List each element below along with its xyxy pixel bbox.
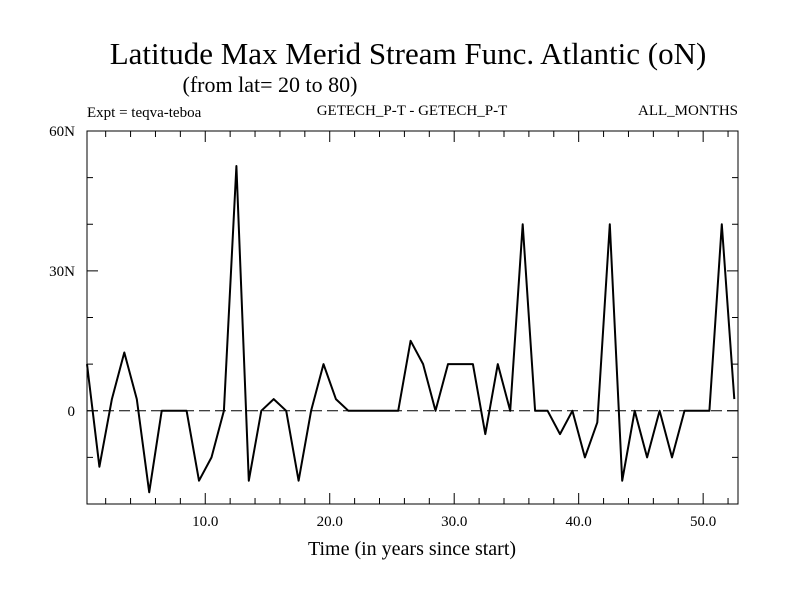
axis-tick-labels: 10.0 20.0 30.0 40.0 50.0 0 30N 60N: [49, 124, 716, 530]
data-point: [571, 410, 573, 412]
data-point: [323, 363, 325, 365]
data-point: [646, 456, 648, 458]
data-point: [509, 410, 511, 412]
plot-frame: [86, 130, 739, 505]
data-point: [547, 410, 549, 412]
data-point: [372, 410, 374, 412]
data-point: [559, 433, 561, 435]
data-point: [596, 421, 598, 423]
data-points: [86, 165, 735, 493]
data-point: [484, 433, 486, 435]
chart-title: Latitude Max Merid Stream Func. Atlantic…: [110, 36, 707, 71]
y-tick-label: 60N: [49, 124, 75, 140]
axis-ticks: [87, 130, 738, 504]
data-point: [248, 480, 250, 482]
data-point: [671, 456, 673, 458]
data-point: [708, 410, 710, 412]
data-point: [310, 410, 312, 412]
chart-subtitle: (from lat= 20 to 80): [183, 72, 358, 97]
x-tick-label: 30.0: [441, 514, 467, 530]
data-point: [696, 410, 698, 412]
data-point: [273, 398, 275, 400]
y-tick-label: 30N: [49, 264, 75, 280]
data-point: [98, 466, 100, 468]
data-point: [347, 410, 349, 412]
data-point: [285, 410, 287, 412]
y-tick-label: 0: [68, 404, 76, 420]
data-point: [733, 398, 735, 400]
data-point: [210, 456, 212, 458]
data-point: [472, 363, 474, 365]
data-point: [335, 398, 337, 400]
data-point: [136, 398, 138, 400]
data-point: [497, 363, 499, 365]
x-tick-label: 20.0: [317, 514, 343, 530]
data-point: [634, 410, 636, 412]
data-point: [123, 351, 125, 353]
data-point: [298, 480, 300, 482]
data-point: [683, 410, 685, 412]
data-point: [621, 480, 623, 482]
x-tick-label: 40.0: [566, 514, 592, 530]
data-point: [86, 363, 88, 365]
data-point: [173, 410, 175, 412]
expt-label: Expt = teqva-teboa: [87, 105, 202, 121]
data-point: [721, 223, 723, 225]
data-point: [522, 223, 524, 225]
x-axis-label: Time (in years since start): [308, 538, 516, 560]
data-point: [422, 363, 424, 365]
x-tick-label: 50.0: [690, 514, 716, 530]
data-point: [148, 491, 150, 493]
period-label: ALL_MONTHS: [638, 103, 738, 119]
comparison-label: GETECH_P-T - GETECH_P-T: [317, 103, 508, 119]
data-point: [260, 410, 262, 412]
data-point: [459, 363, 461, 365]
series-line: [86, 165, 736, 494]
data-point: [235, 165, 237, 167]
data-point: [198, 480, 200, 482]
data-point: [435, 410, 437, 412]
data-point: [659, 410, 661, 412]
data-point: [111, 398, 113, 400]
data-point: [584, 456, 586, 458]
data-point: [385, 410, 387, 412]
data-point: [161, 410, 163, 412]
data-point: [447, 363, 449, 365]
data-point: [609, 223, 611, 225]
data-point: [360, 410, 362, 412]
data-point: [534, 410, 536, 412]
x-tick-label: 10.0: [192, 514, 218, 530]
data-point: [186, 410, 188, 412]
data-point: [410, 340, 412, 342]
data-point: [223, 410, 225, 412]
data-point: [397, 410, 399, 412]
